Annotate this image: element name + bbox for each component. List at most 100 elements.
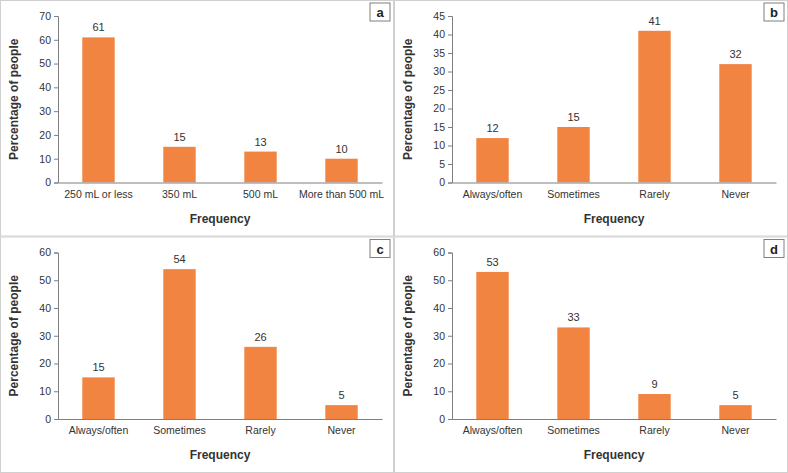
panel: 15542650102030405060Always/oftenSometime… [1,237,394,473]
y-tick-label: 60 [39,34,51,46]
y-tick-mark [448,391,452,392]
y-tick-label: 50 [39,274,51,286]
y-tick: 60 [39,246,58,258]
x-axis-line [59,419,383,420]
y-tick: 45 [433,10,452,22]
y-tick-label: 15 [433,121,445,133]
y-tick: 0 [45,413,58,425]
data-label: 32 [729,48,741,60]
y-tick-label: 30 [39,105,51,117]
y-tick-mark [448,336,452,337]
bars [476,272,751,419]
y-tick-label: 10 [433,139,445,151]
y-axis-title: Percentage of people [401,38,415,160]
y-tick-label: 40 [433,302,445,314]
data-label: 15 [92,361,104,373]
y-tick: 40 [433,28,452,40]
bar [638,394,670,419]
x-tick-label: Sometimes [547,188,600,200]
y-tick: 70 [39,10,58,22]
y-tick-label: 60 [433,246,445,258]
x-tick-label: Always/often [463,188,523,200]
y-tick: 10 [39,153,58,165]
bar [476,272,508,419]
data-label: 12 [486,122,498,134]
bar [163,269,195,419]
y-tick-label: 50 [433,274,445,286]
y-tick-mark [448,308,452,309]
y-tick-label: 10 [39,385,51,397]
y-tick: 25 [433,84,452,96]
x-axis-line [59,183,383,184]
y-tick-mark [448,419,452,420]
y-tick-label: 20 [39,129,51,141]
y-tick-mark [54,111,58,112]
x-tick-label: 350 mL [162,188,197,200]
x-tick-label: Sometimes [547,424,600,436]
bars [476,31,751,183]
panel-label-box [764,240,784,258]
plot-area: 12154132051015202530354045Always/oftenSo… [433,10,776,200]
panel-frame [395,237,788,473]
y-tick-label: 10 [433,385,445,397]
y-tick: 30 [433,65,452,77]
y-axis-line [54,253,59,420]
y-tick: 15 [433,121,452,133]
x-tick: 250 mL or less [64,183,132,200]
data-label: 53 [486,256,498,268]
y-tick-label: 30 [433,330,445,342]
y-tick: 60 [433,246,452,258]
data-labels: 1554265 [92,253,344,401]
y-tick: 0 [439,413,452,425]
y-axis-title: Percentage of people [401,275,415,397]
y-tick: 40 [39,81,58,93]
y-tick-mark [54,87,58,88]
x-tick-label: Rarely [639,188,670,200]
y-tick-label: 0 [45,413,51,425]
y-tick-label: 0 [45,176,51,188]
data-label: 33 [567,311,579,323]
x-tick-label: More than 500 mL [299,188,384,200]
panel-frame [395,1,788,237]
panel: 61151310010203040506070250 mL or less350… [1,1,394,237]
x-tick-label: 250 mL or less [64,188,132,200]
y-tick-label: 5 [439,158,445,170]
panel-label: b [770,5,778,20]
x-tick-label: Never [327,424,356,436]
y-tick-label: 0 [439,413,445,425]
x-tick: Always/often [69,419,129,436]
bar [163,147,195,183]
y-tick: 10 [39,385,58,397]
y-tick: 0 [45,176,58,188]
bar [82,377,114,419]
y-tick-mark [448,72,452,73]
x-tick: Always/often [463,419,523,436]
y-tick-mark [54,280,58,281]
bar [244,347,276,419]
x-tick: Rarely [639,419,670,436]
y-axis: 051015202530354045 [433,10,452,189]
data-label: 15 [173,131,185,143]
y-tick: 50 [39,274,58,286]
y-tick-mark [448,253,452,254]
y-axis-title: Percentage of people [7,275,21,397]
data-label: 26 [254,331,266,343]
y-axis-line [54,17,59,184]
x-tick: 500 mL [243,183,278,200]
y-tick-mark [54,183,58,184]
chart-svg: 61151310010203040506070250 mL or less350… [0,0,788,473]
y-tick-mark [448,280,452,281]
bar [719,405,751,419]
x-tick: More than 500 mL [299,183,384,200]
x-axis-title: Frequency [190,212,251,226]
y-tick-mark [54,64,58,65]
y-tick-mark [448,183,452,184]
panel-label: d [770,242,778,257]
bar [82,37,114,182]
y-tick-label: 35 [433,47,445,59]
bar [325,159,357,183]
bars [82,269,357,419]
bars [82,37,357,182]
x-tick: Never [721,419,750,436]
bar [244,152,276,183]
